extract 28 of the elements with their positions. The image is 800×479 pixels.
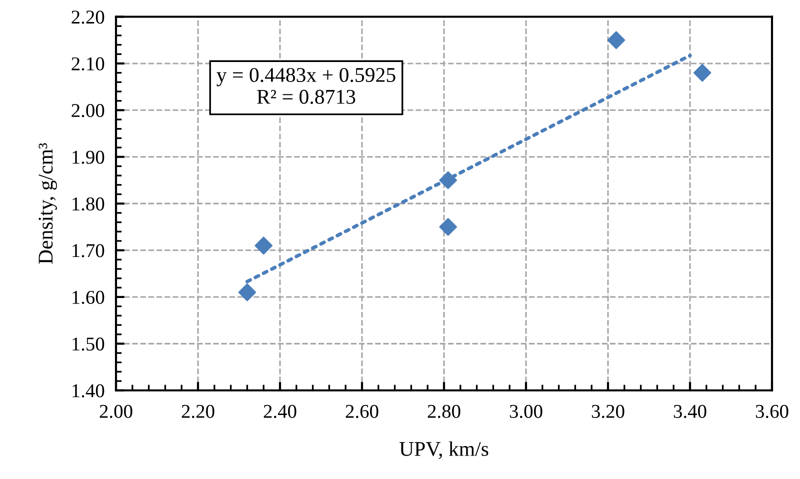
x-tick-label: 3.60 [756,404,788,418]
x-tick-label: 3.40 [674,404,706,418]
annotation: y = 0.4483x + 0.5925 [216,68,396,86]
x-tick-label: 2.20 [182,404,214,418]
x-tick-label: 3.20 [592,404,624,418]
y-tick-label: 1.70 [72,244,104,258]
y-tick-label: 2.10 [72,57,104,70]
y-tick-label: 2.00 [72,104,104,118]
y-axis-title: Density, g/cm³ [38,143,57,264]
point [439,218,458,236]
x-tick-label: 2.00 [100,404,132,418]
annotation: R² = 0.8713 [257,90,356,104]
x-tick-label: 2.60 [346,404,378,418]
x-tick-label: 2.40 [264,404,296,418]
y-tick-label: 1.60 [72,290,104,304]
x-tick-label: 3.00 [510,404,542,418]
point [254,236,273,255]
x-axis-title: UPV, km/s [399,441,488,460]
point [607,31,626,50]
y-tick-label: 1.80 [72,197,104,211]
point [693,64,712,82]
point [238,283,256,302]
y-tick-label: 1.40 [72,384,104,398]
x-tick-label: 2.80 [428,404,460,418]
y-tick-label: 1.90 [72,150,104,164]
y-tick-label: 2.20 [72,10,104,24]
point [439,171,458,190]
y-tick-label: 1.50 [72,338,104,351]
